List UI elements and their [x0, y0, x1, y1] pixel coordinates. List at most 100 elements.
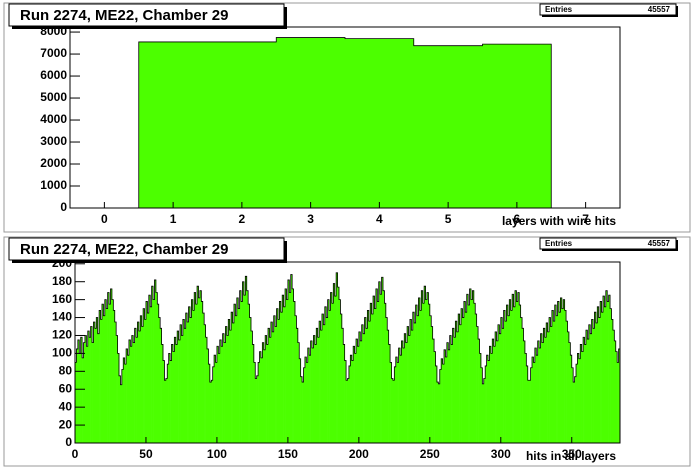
bar: [316, 328, 318, 443]
bar: [229, 330, 232, 443]
bar: [361, 324, 364, 443]
y-tick-label: 140: [52, 310, 72, 324]
bar: [409, 319, 412, 443]
bar: [89, 337, 91, 443]
bar: [336, 272, 338, 443]
bar: [97, 333, 100, 443]
bar: [524, 353, 527, 443]
bar: [612, 330, 615, 443]
bar: [250, 330, 253, 443]
bar: [228, 319, 231, 443]
bar: [266, 344, 269, 443]
bar: [330, 292, 333, 443]
bar: [441, 358, 443, 443]
bar: [323, 324, 326, 443]
bar: [124, 364, 127, 443]
stats-label: Entries: [545, 239, 573, 248]
bar: [505, 321, 507, 443]
bar: [456, 331, 459, 443]
bar: [262, 342, 265, 443]
x-axis-label: hits in all layers: [526, 449, 616, 463]
y-tick-label: 4000: [40, 112, 67, 126]
bar: [488, 360, 490, 443]
bar: [473, 303, 476, 443]
bar: [219, 339, 222, 443]
bar: [564, 310, 567, 443]
bar: [566, 321, 568, 443]
bar: [293, 301, 296, 443]
bar: [513, 306, 516, 443]
bar: [591, 319, 594, 443]
bar: [178, 339, 181, 443]
bar: [109, 304, 111, 443]
bar: [507, 315, 510, 443]
bar: [405, 342, 408, 443]
bar: [93, 322, 96, 443]
bar: [419, 310, 422, 443]
bar: [147, 313, 150, 443]
bar: [492, 339, 494, 443]
bar: [138, 41, 208, 208]
bar: [314, 344, 317, 443]
bar: [588, 324, 591, 443]
bar: [530, 367, 533, 443]
bar: [246, 290, 249, 443]
bar: [510, 310, 513, 443]
bar: [546, 322, 548, 443]
bar: [133, 342, 135, 443]
bar: [309, 355, 311, 443]
bar: [465, 312, 468, 443]
y-tick-label: 180: [52, 274, 72, 288]
bar: [258, 362, 260, 443]
bar: [182, 319, 185, 443]
bar: [239, 290, 242, 443]
bar: [224, 342, 226, 443]
bar: [137, 322, 140, 443]
bar: [600, 301, 602, 443]
bar: [353, 346, 355, 443]
bar: [568, 342, 571, 443]
bar: [536, 355, 538, 443]
bar: [180, 324, 182, 443]
bar: [299, 358, 301, 443]
bar: [476, 326, 479, 443]
bar: [268, 328, 270, 443]
bar: [320, 330, 323, 443]
histogram-outline: [75, 272, 620, 386]
x-tick-label: 100: [207, 447, 227, 461]
bar: [326, 317, 328, 443]
bar: [585, 330, 588, 443]
bar: [499, 333, 502, 443]
bar: [211, 380, 213, 443]
bar: [294, 315, 297, 443]
bar: [94, 328, 97, 443]
y-tick-label: 2000: [40, 156, 67, 170]
bar: [357, 346, 360, 443]
bar: [164, 380, 167, 443]
bar: [553, 321, 556, 443]
bar: [595, 322, 598, 443]
bar: [209, 382, 212, 443]
bar: [547, 331, 550, 443]
y-tick-label: 5000: [40, 90, 67, 104]
bar: [344, 360, 347, 443]
bar: [286, 299, 289, 443]
bar: [452, 328, 455, 443]
bar: [615, 351, 618, 443]
bar: [192, 310, 195, 443]
bar: [303, 367, 306, 443]
bar: [110, 288, 113, 443]
bar: [384, 303, 387, 443]
bar: [448, 349, 450, 443]
bar: [201, 301, 204, 443]
bar: [543, 328, 546, 443]
bar: [453, 337, 456, 443]
bar: [412, 312, 415, 443]
bar: [319, 321, 321, 443]
bar: [358, 331, 361, 443]
plot-frame-border: [74, 261, 621, 444]
bar: [170, 360, 172, 443]
bar: [560, 297, 563, 443]
stats-value: 45557: [648, 5, 671, 14]
x-tick-label: 0: [72, 447, 79, 461]
